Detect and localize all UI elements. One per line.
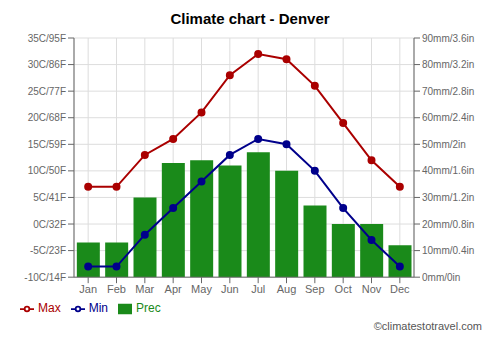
svg-text:10C/50F: 10C/50F [28,165,66,176]
html-text:Min: Min [88,301,108,316]
svg-text:30mm/1.2in: 30mm/1.2in [422,192,474,203]
svg-text:80mm/3.2in: 80mm/3.2in [422,59,474,70]
svg-text:60mm/2.4in: 60mm/2.4in [422,112,474,123]
html-text:Prec: Prec [136,301,161,316]
svg-text:35C/95F: 35C/95F [28,33,66,44]
svg-text:50mm/2in: 50mm/2in [422,139,466,150]
svg-text:May: May [191,283,212,295]
html-text:Climate chart - Denver: Climate chart - Denver [170,10,330,27]
svg-text:30C/86F: 30C/86F [28,59,66,70]
svg-text:20C/68F: 20C/68F [28,112,66,123]
svg-text:15C/59F: 15C/59F [28,139,66,150]
svg-text:Mar: Mar [135,283,154,295]
svg-text:0mm/0in: 0mm/0in [422,272,460,283]
svg-text:Sep: Sep [305,283,325,295]
svg-text:10mm/0.4in: 10mm/0.4in [422,245,474,256]
svg-text:Dec: Dec [390,283,410,295]
svg-text:Aug: Aug [277,283,297,295]
svg-text:Nov: Nov [362,283,382,295]
svg-text:70mm/2.8in: 70mm/2.8in [422,86,474,97]
svg-text:20mm/0.8in: 20mm/0.8in [422,219,474,230]
html-text:Max: Max [38,301,61,316]
svg-text:40mm/1.6in: 40mm/1.6in [422,165,474,176]
svg-text:5C/41F: 5C/41F [33,192,66,203]
svg-text:Jun: Jun [221,283,239,295]
svg-text:Apr: Apr [165,283,182,295]
svg-text:Jul: Jul [251,283,265,295]
svg-text:Oct: Oct [335,283,352,295]
svg-text:90mm/3.6in: 90mm/3.6in [422,33,474,44]
svg-text:0C/32F: 0C/32F [33,219,66,230]
svg-text:25C/77F: 25C/77F [28,86,66,97]
svg-text:Jan: Jan [79,283,97,295]
svg-text:-5C/23F: -5C/23F [30,245,66,256]
svg-text:-10C/14F: -10C/14F [24,272,66,283]
svg-text:Feb: Feb [107,283,126,295]
html-text:©climatestotravel.com: ©climatestotravel.com [373,320,482,332]
